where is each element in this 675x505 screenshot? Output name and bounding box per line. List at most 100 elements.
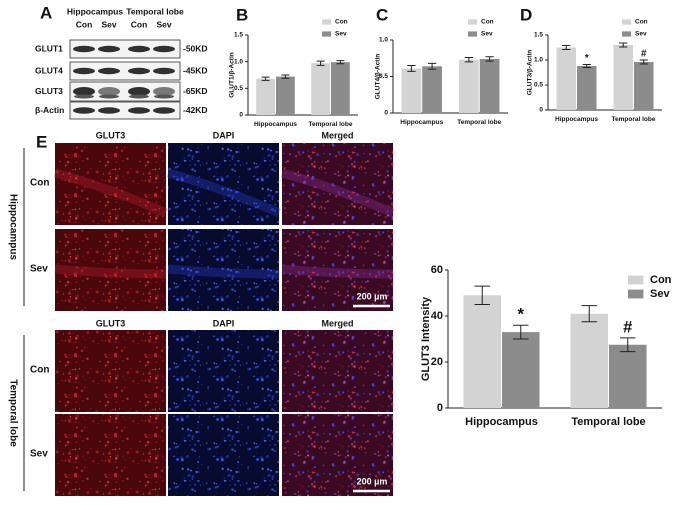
error-bar <box>581 305 597 323</box>
blot-strip <box>69 39 181 59</box>
error-bar <box>474 285 490 305</box>
bar <box>634 62 654 110</box>
blot-band <box>153 107 175 114</box>
blot-group: Sev <box>156 19 171 29</box>
y-tick-label: 20 <box>431 356 443 368</box>
legend-swatch <box>628 275 644 285</box>
micrograph-texture <box>168 414 279 496</box>
x-tick-label: Temporal lobe <box>457 119 501 126</box>
image-row-label: Con <box>30 178 49 189</box>
micrograph-texture <box>168 330 279 412</box>
bar <box>331 62 350 115</box>
image-row-label: Con <box>30 365 49 376</box>
image-column-label: Merged <box>321 318 353 328</box>
legend-swatch <box>628 289 644 299</box>
x-tick-label: Temporal lobe <box>309 121 353 128</box>
image-row-label: Sev <box>30 449 48 460</box>
legend-swatch <box>322 31 332 37</box>
y-axis-label: GLUT3/β-Actin <box>527 50 534 96</box>
micrograph-texture <box>55 330 166 412</box>
tissue-layer <box>54 264 167 279</box>
blot-band <box>128 45 150 53</box>
image-row-label: Sev <box>30 264 48 275</box>
panel-label: E <box>36 132 47 151</box>
blot-group: Con <box>131 19 148 29</box>
micrograph-texture <box>282 414 393 496</box>
blot-band <box>98 107 120 114</box>
blot-band <box>73 107 95 114</box>
x-tick-label: Hippocampus <box>400 119 443 126</box>
blot-band <box>73 45 95 53</box>
significance-mark: # <box>641 49 647 60</box>
scale-bar-label: 200 µm <box>357 476 388 486</box>
blot-band <box>154 94 174 99</box>
blot-protein: GLUT1 <box>35 43 63 53</box>
y-tick-label: 40 <box>431 310 443 322</box>
blot-protein: β-Actin <box>35 105 64 115</box>
significance-mark: * <box>518 306 525 324</box>
error-bar <box>485 56 494 62</box>
legend-label: Sev <box>635 31 647 38</box>
blot-band <box>74 94 94 99</box>
legend-label: Sev <box>650 288 670 300</box>
panel-label: C <box>376 5 388 24</box>
y-tick-label: 0.5 <box>379 73 388 80</box>
bar <box>401 68 422 113</box>
bar <box>609 344 647 408</box>
image-column-label: Merged <box>321 130 353 140</box>
y-tick-label: 0.5 <box>234 85 243 92</box>
error-bar <box>336 60 345 65</box>
bar <box>570 313 608 408</box>
bar <box>613 45 633 110</box>
legend-label: Con <box>335 19 348 26</box>
bar <box>479 58 500 113</box>
legend-label: Sev <box>481 31 493 38</box>
x-tick-label: Hippocampus <box>555 116 598 123</box>
blot-band <box>73 87 95 96</box>
error-bar <box>619 42 628 48</box>
micrograph-texture <box>282 330 393 412</box>
image-column-label: DAPI <box>213 318 235 328</box>
y-axis-label: GLUT1/β-Actin <box>229 52 236 98</box>
bar <box>311 63 330 115</box>
blot-region: Temporal lobe <box>126 6 184 16</box>
tissue-layer <box>280 168 395 218</box>
y-tick-label: 0 <box>437 402 443 414</box>
panel-label: A <box>40 3 52 22</box>
blot-band <box>153 67 175 75</box>
bar <box>463 295 501 408</box>
blot-band <box>98 45 120 53</box>
blot-protein: GLUT3 <box>35 86 63 96</box>
error-bar <box>407 65 416 72</box>
tissue-layer <box>167 264 280 279</box>
blot-band <box>129 94 149 99</box>
y-tick-label: 0 <box>384 110 388 117</box>
x-tick-label: Temporal lobe <box>571 416 645 428</box>
legend-label: Con <box>635 19 648 26</box>
micrograph-texture <box>168 143 279 225</box>
y-axis-label: GLUT3 Intensity <box>420 296 432 381</box>
tissue-layer <box>281 264 394 279</box>
x-tick-label: Temporal lobe <box>612 116 656 123</box>
y-tick-label: 1.0 <box>234 58 243 65</box>
scale-bar-label: 200 µm <box>357 291 388 301</box>
x-tick-label: Hippocampus <box>254 121 297 128</box>
legend-swatch <box>622 31 632 37</box>
legend-label: Sev <box>335 31 347 38</box>
image-column-label: DAPI <box>213 130 235 140</box>
blot-strip <box>69 61 181 81</box>
blot-band <box>99 94 119 99</box>
legend-swatch <box>322 19 332 25</box>
blot-group: Sev <box>101 19 116 29</box>
error-bar <box>582 64 591 68</box>
error-bar <box>427 62 437 70</box>
bar <box>502 332 540 408</box>
error-bar <box>620 337 636 353</box>
blot-band <box>73 67 95 75</box>
panel-label: D <box>520 5 532 24</box>
y-tick-label: 1.5 <box>234 32 243 39</box>
bar <box>276 76 295 115</box>
y-tick-label: 0 <box>539 107 543 114</box>
micrograph-texture <box>55 414 166 496</box>
y-tick-label: 1.5 <box>534 32 543 39</box>
